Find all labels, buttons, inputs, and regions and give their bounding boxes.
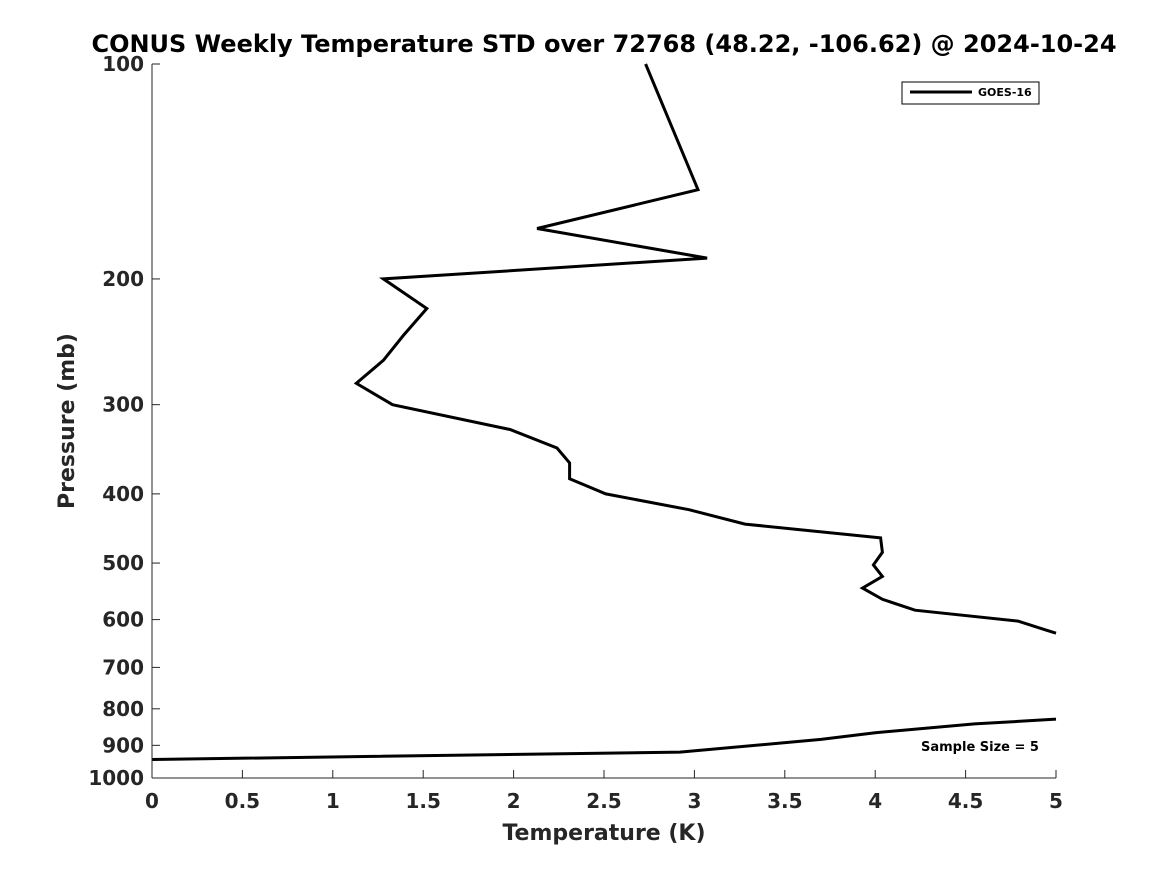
chart-title: CONUS Weekly Temperature STD over 72768 … (91, 30, 1116, 58)
y-tick-label: 300 (102, 393, 144, 417)
y-axis-label: Pressure (mb) (55, 333, 80, 509)
plot-background (152, 64, 1056, 778)
y-tick-label: 800 (102, 697, 144, 721)
x-tick-label: 4 (868, 789, 882, 813)
series-layer (151, 63, 1057, 761)
legend-label-goes-16: GOES-16 (978, 86, 1032, 99)
x-tick-label: 2.5 (586, 789, 621, 813)
x-ticks: 0 0.5 1 1.5 2 2.5 3 3.5 4 4.5 5 (145, 770, 1063, 813)
x-tick-label: 0 (145, 789, 159, 813)
x-tick-label: 1.5 (405, 789, 440, 813)
y-tick-label: 400 (102, 482, 144, 506)
x-tick-label: 2 (507, 789, 521, 813)
x-tick-label: 5 (1049, 789, 1063, 813)
y-tick-label: 1000 (88, 766, 144, 790)
y-tick-label: 700 (102, 655, 144, 679)
x-tick-label: 4.5 (948, 789, 983, 813)
series-line-goes-16-segment-1 (353, 63, 1057, 635)
series-line-goes-16-segment-2 (151, 717, 1057, 761)
x-tick-label: 3.5 (767, 789, 802, 813)
y-tick-label: 500 (102, 551, 144, 575)
y-ticks: 100 200 300 400 500 600 700 800 900 1000 (88, 52, 160, 790)
y-tick-label: 900 (102, 733, 144, 757)
legend: GOES-16 (901, 81, 1040, 105)
x-tick-label: 0.5 (225, 789, 260, 813)
y-tick-label: 100 (102, 52, 144, 76)
x-tick-label: 3 (687, 789, 701, 813)
y-tick-label: 200 (102, 267, 144, 291)
y-tick-label: 600 (102, 608, 144, 632)
x-axis-label: Temperature (K) (502, 821, 705, 846)
x-tick-label: 1 (326, 789, 340, 813)
plot-area (151, 63, 1057, 779)
sample-size-annotation: Sample Size = 5 (921, 740, 1039, 755)
